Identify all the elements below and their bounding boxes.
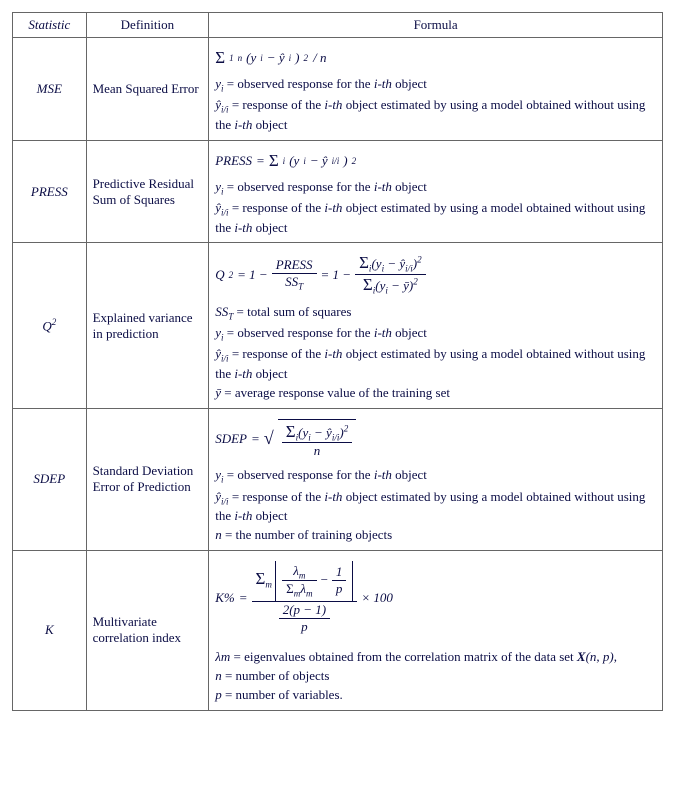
stat-sdep: SDEP (13, 408, 87, 550)
def-sdep: Standard Deviation Error of Prediction (86, 408, 209, 550)
stat-press: PRESS (13, 140, 87, 243)
table-row: SDEP Standard Deviation Error of Predict… (13, 408, 663, 550)
table-row: PRESS Predictive Residual Sum of Squares… (13, 140, 663, 243)
statistics-table: Statistic Definition Formula MSE Mean Sq… (12, 12, 663, 711)
header-row: Statistic Definition Formula (13, 13, 663, 38)
header-definition: Definition (86, 13, 209, 38)
def-mse: Mean Squared Error (86, 38, 209, 141)
stat-q2: Q2 (13, 243, 87, 408)
def-k: Multivariate correlation index (86, 550, 209, 710)
formula-q2: Q2 = 1 − PRESSSST = 1 − Σi(yi − ŷi/i)2 Σ… (209, 243, 663, 408)
formula-press: PRESS = Σi (yi − ŷi/i)2 yi = observed re… (209, 140, 663, 243)
formula-mse: Σ1n(yi − ŷi)2 / n yi = observed response… (209, 38, 663, 141)
header-formula: Formula (209, 13, 663, 38)
formula-sdep: SDEP = √ Σi(yi − ŷi/i)2 n yi = observed … (209, 408, 663, 550)
stat-mse: MSE (13, 38, 87, 141)
stat-k: K (13, 550, 87, 710)
formula-k: K% = Σm λmΣmλm − 1p 2(p − 1)p (209, 550, 663, 710)
def-press: Predictive Residual Sum of Squares (86, 140, 209, 243)
table-row: Q2 Explained variance in prediction Q2 =… (13, 243, 663, 408)
table-row: MSE Mean Squared Error Σ1n(yi − ŷi)2 / n… (13, 38, 663, 141)
table-row: K Multivariate correlation index K% = Σm… (13, 550, 663, 710)
header-statistic: Statistic (13, 13, 87, 38)
def-q2: Explained variance in prediction (86, 243, 209, 408)
